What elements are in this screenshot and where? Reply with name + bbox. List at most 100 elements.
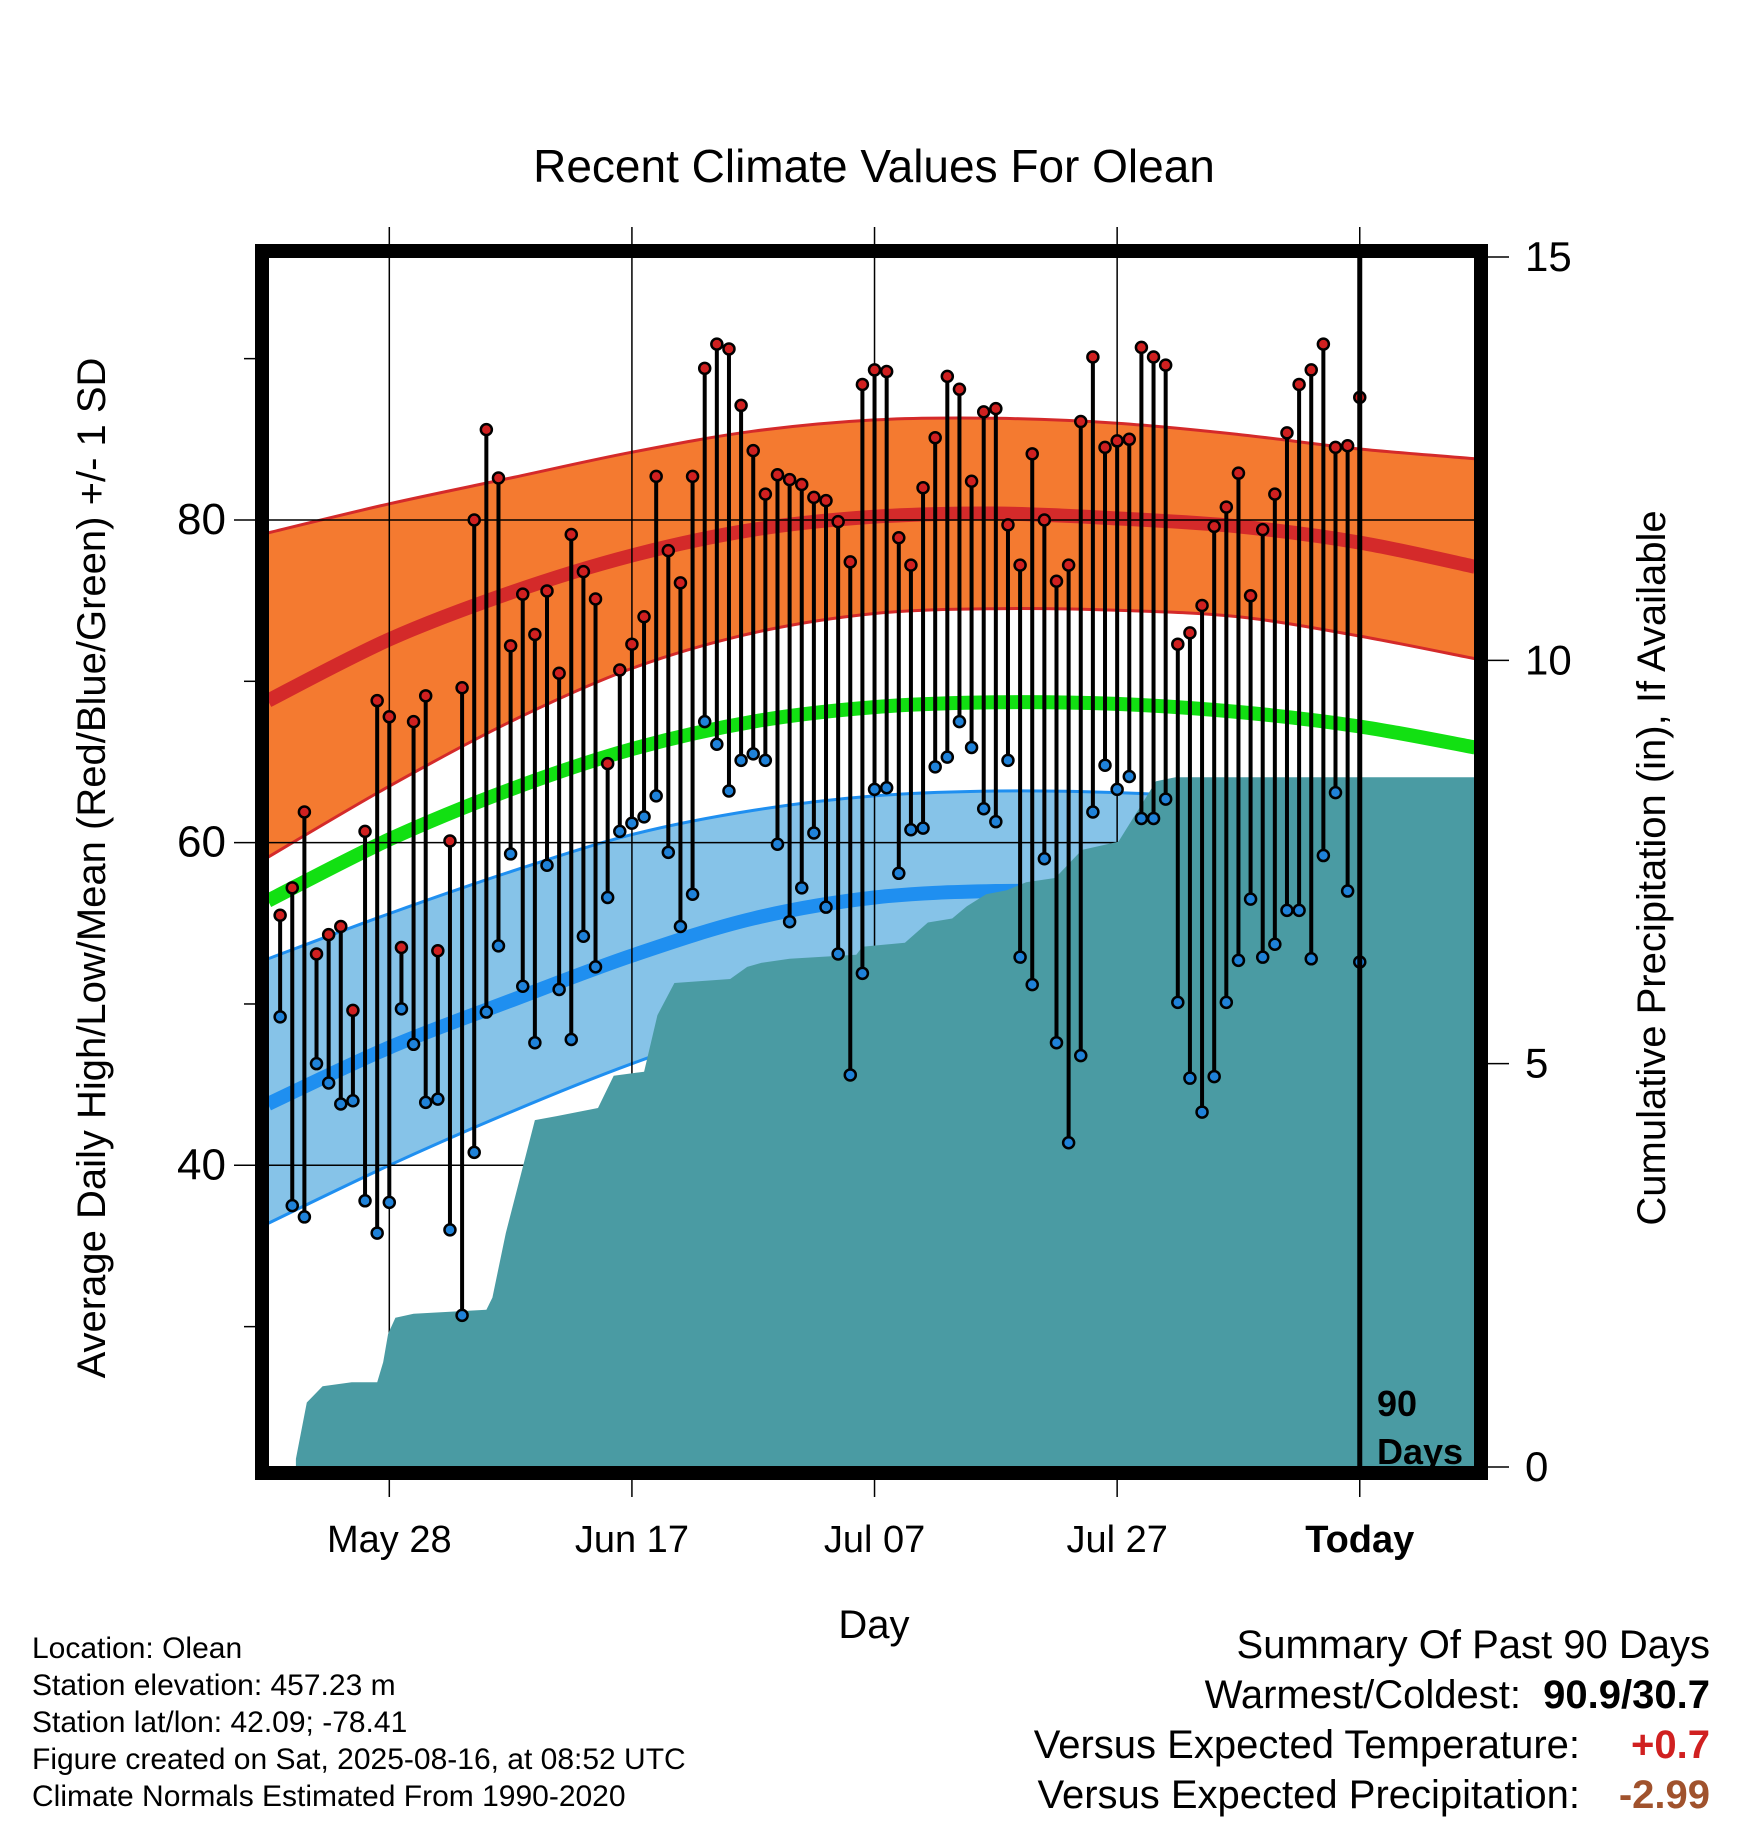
daily-low-point (309, 1056, 324, 1071)
daily-high-point (770, 468, 785, 482)
daily-high-point (552, 666, 566, 680)
daily-low-point (1243, 892, 1258, 906)
daily-high-point (297, 805, 312, 819)
daily-low-point (1328, 785, 1343, 800)
plot-frame (255, 244, 1488, 1480)
precip-departure-row: Versus Expected Precipitation: -2.99 (1034, 1770, 1710, 1820)
y2-tick-label: 5 (1525, 1040, 1548, 1087)
daily-low-point (916, 821, 930, 835)
daily-high-point (1061, 558, 1076, 572)
daily-low-point (576, 929, 591, 943)
daily-low-point (552, 982, 566, 997)
daily-high-point (952, 382, 967, 397)
daily-low-point (758, 753, 773, 768)
daily-low-point (710, 737, 724, 751)
daily-low-point (867, 782, 882, 797)
summary-panel: Summary Of Past 90 Days Warmest/Coldest:… (1034, 1620, 1710, 1820)
daily-low-point (746, 747, 760, 761)
daily-low-point (661, 845, 676, 860)
daily-high-point (455, 681, 469, 695)
x-tick-label: May 28 (327, 1519, 452, 1561)
daily-low-point (358, 1194, 372, 1208)
daily-low-point (1025, 977, 1039, 992)
axes: May 28 Jun 17 Jul 07 Jul 27 Today 40 60 80 0 5 10 1… (177, 227, 1572, 1561)
daily-low-point (649, 789, 663, 803)
daily-low-point (855, 966, 870, 981)
daily-high-point (1074, 414, 1088, 429)
x-tick-label: Today (1305, 1519, 1414, 1561)
precip-departure-value: -2.99 (1618, 1773, 1710, 1817)
daily-low-point (1183, 1071, 1197, 1085)
daily-high-point (1207, 519, 1221, 534)
daily-high-point (758, 487, 773, 501)
daily-high-point (928, 430, 942, 445)
daily-high-point (1340, 439, 1355, 453)
chart-title: Recent Climate Values For Olean (533, 140, 1215, 192)
elevation-text: Station elevation: 457.23 m (32, 1669, 396, 1702)
daily-low-point (1061, 1135, 1076, 1150)
daily-low-point (1195, 1105, 1209, 1119)
daily-low-point (528, 1035, 542, 1050)
x-tick-label: Jun 17 (575, 1519, 689, 1561)
daily-low-point (904, 822, 918, 837)
daily-high-point (467, 513, 481, 527)
daily-low-point (1280, 903, 1294, 918)
daily-high-point (782, 472, 797, 487)
daily-low-point (989, 814, 1003, 829)
daily-high-point (418, 689, 433, 703)
y-tick-label: 60 (177, 818, 226, 867)
daily-low-point (952, 714, 967, 729)
daily-high-point (879, 364, 894, 379)
temp-departure-row: Versus Expected Temperature: +0.7 (1034, 1720, 1710, 1770)
daily-high-point (831, 514, 845, 529)
y-tick-label: 80 (177, 495, 226, 544)
daily-high-point (1195, 598, 1209, 613)
daily-low-point (503, 847, 518, 861)
daily-points (273, 337, 1367, 1323)
daily-high-point (600, 756, 615, 771)
daily-high-point (1122, 432, 1137, 447)
daily-high-point (867, 363, 882, 377)
daily-low-point (722, 784, 736, 798)
daily-high-point (382, 710, 397, 724)
daily-high-point (406, 714, 421, 729)
daily-low-point (673, 919, 688, 934)
cumulative-precip-area (295, 777, 1475, 1467)
daily-low-point (1231, 953, 1246, 968)
daily-high-point (1158, 358, 1173, 372)
daily-high-point (491, 471, 506, 485)
daily-high-point (1013, 558, 1027, 572)
daily-low-point (443, 1223, 457, 1237)
daily-low-point (976, 802, 991, 816)
daily-high-point (989, 401, 1003, 416)
daily-high-point (1280, 426, 1294, 440)
warmest-coldest-value: 90.9/30.7 (1543, 1673, 1710, 1717)
daily-low-point (491, 939, 506, 953)
daily-low-point (346, 1094, 360, 1108)
daily-low-point (418, 1095, 433, 1110)
daily-high-point (855, 377, 870, 392)
daily-high-point (976, 405, 991, 419)
daily-low-point (564, 1032, 579, 1047)
precip-area-layer (295, 777, 1475, 1467)
daily-low-point (588, 960, 603, 974)
daily-high-point (697, 361, 712, 376)
daily-low-point (1134, 811, 1149, 826)
daily-low-point (613, 824, 627, 839)
daily-low-point (297, 1210, 312, 1224)
daily-low-point (1292, 903, 1306, 918)
daily-high-point (1086, 350, 1100, 364)
daily-low-point (928, 760, 942, 774)
y-axis-label: Average Daily High/Low/Mean (Red/Blue/Gr… (70, 358, 114, 1379)
daily-high-point (309, 947, 324, 961)
daily-high-point (1328, 440, 1343, 455)
daily-low-point (637, 810, 651, 824)
daily-low-point (843, 1068, 858, 1082)
daily-low-point (1340, 884, 1355, 898)
daily-low-point (782, 914, 797, 929)
daily-high-point (1219, 500, 1234, 514)
daily-low-point (1037, 852, 1052, 866)
x-tick-label: Jul 07 (824, 1519, 925, 1561)
daily-low-point (964, 740, 979, 755)
daily-high-point (503, 639, 518, 653)
